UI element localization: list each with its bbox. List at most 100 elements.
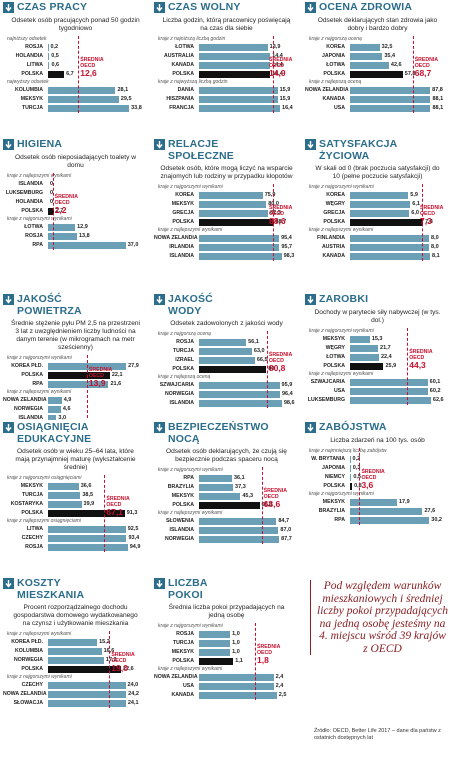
bar <box>350 86 431 94</box>
group-label: kraje z najgorszymi wynikami <box>158 623 223 629</box>
category-label: TURCJA <box>172 640 194 646</box>
value-label: 88,7 <box>275 219 287 225</box>
value-label: 2,5 <box>278 692 287 698</box>
bar-row: MEKSYK 45,3 <box>154 492 299 501</box>
oecd-value: 12,6 <box>80 67 97 78</box>
bar-row: NORWEGIA 96,4 <box>154 390 299 399</box>
oecd-average-line <box>359 447 361 525</box>
title-line: WODY <box>168 304 202 317</box>
bar-row: ROSJA 56,1 <box>154 338 299 347</box>
value-label: 82,3 <box>270 210 281 216</box>
bar-chart: kraje z najgorszą oceną ROSJA 56,1 TURCJA 63… <box>154 331 299 408</box>
bar <box>199 391 280 398</box>
bar <box>350 201 411 208</box>
value-label: 13,8 <box>78 232 90 239</box>
bar-row: TURCJA 33,8 <box>3 104 148 113</box>
value-label: 80 <box>268 366 275 372</box>
oecd-average-label: ŚREDNIA OECD 1,8 <box>257 644 287 665</box>
bar <box>48 501 82 508</box>
category-label: LUKSEMBURG <box>307 396 345 403</box>
category-label: POLSKA <box>21 510 43 516</box>
value-label: 36,1 <box>233 475 245 481</box>
bar <box>199 683 274 690</box>
title-line: SATYSFAKCJA <box>319 138 398 150</box>
bar-row: KANADA 14,4 <box>154 61 299 70</box>
bar-row: IZRAEL 66,5 <box>154 356 299 365</box>
bar <box>48 544 128 551</box>
title-line: CZAS PRACY <box>17 1 88 13</box>
value-label: 15,9 <box>279 95 291 102</box>
category-label: KANADA <box>322 253 345 259</box>
bar-row: KANADA 2,5 <box>154 691 299 700</box>
category-label: POLSKA <box>172 219 194 225</box>
category-label: ISLANDIA <box>18 415 44 420</box>
group-label: kraje z najlepszymi wynikami <box>7 172 72 179</box>
category-label: MEKSYK <box>171 493 194 499</box>
bar <box>48 52 50 60</box>
oecd-label: ŚREDNIA OECD <box>106 496 130 508</box>
oecd-label: ŚREDNIA OECD <box>269 56 293 69</box>
value-label: 1,0 <box>232 631 240 637</box>
bar-row: HOLANDIA 0,5 <box>3 52 148 61</box>
bar <box>199 649 231 656</box>
bar <box>199 484 234 491</box>
bar <box>199 219 274 226</box>
bar-row: NOWA ZELANDIA 24,2 <box>3 690 148 699</box>
chart-subtitle: Średnie stężenie pyłu PM 2,5 na przestrz… <box>10 320 140 351</box>
category-label: POLSKA <box>172 70 194 77</box>
oecd-label: ŚREDNIA OECD <box>88 367 113 379</box>
bar <box>48 397 62 404</box>
chart-title: RELACJE SPOŁECZNE <box>168 138 234 162</box>
group-label: kraje z najlepszymi wynikami <box>158 666 223 672</box>
bar <box>48 700 126 707</box>
category-label: JAPONIA <box>321 52 345 59</box>
arrow-icon <box>3 139 14 150</box>
oecd-value: 44,3 <box>409 359 426 370</box>
value-label: 17,9 <box>398 498 410 505</box>
bar-row: POLSKA 25,9 <box>305 362 450 371</box>
bar <box>199 640 231 647</box>
chart-subtitle: Procent rozporządzalnego dochodu gospoda… <box>13 604 138 627</box>
chart-panel: CZAS PRACY Odsetek osób pracujących ponad… <box>0 0 151 137</box>
bar <box>48 223 76 231</box>
bar-row: KOSTARYKA 39,9 <box>3 500 148 509</box>
chart-title: HIGIENA <box>17 138 62 151</box>
bar-row: SŁOWENIA 84,7 <box>154 517 299 526</box>
bar <box>48 207 54 215</box>
bar <box>48 483 79 490</box>
value-label: 1,0 <box>232 649 240 655</box>
category-label: AUSTRALIA <box>164 52 194 59</box>
oecd-average-label: ŚREDNIA OECD 44,3 <box>409 349 439 370</box>
oecd-value: 13,9 <box>88 378 106 388</box>
category-label: IRLANDIA <box>169 244 194 250</box>
value-label: 27,6 <box>424 507 436 514</box>
category-label: LUKSEMBURG <box>5 189 43 196</box>
bar <box>350 70 403 78</box>
category-label: SŁOWENIA <box>166 518 194 524</box>
group-label: kraje z najlepszą oceną <box>309 78 362 85</box>
category-label: POLSKA <box>172 366 194 372</box>
oecd-average-line <box>78 35 80 113</box>
value-label: 56,1 <box>248 339 259 345</box>
value-label: 22,1 <box>111 372 123 378</box>
chart-panel: LICZBA POKOI Średnia liczba pokoi przypada… <box>151 576 302 760</box>
bar-row: NOWA ZELANDIA 2,4 <box>154 673 299 682</box>
oecd-average-line <box>261 467 263 544</box>
chart-subtitle: Dochody w parytecie siły nabywczej (w ty… <box>314 308 441 324</box>
value-label: 95,7 <box>281 244 293 250</box>
value-label: 87,7 <box>281 536 292 542</box>
oecd-average-label: ŚREDNIA OECD 7,3 <box>420 205 450 226</box>
bar-row: JAPONIA 0,3 <box>305 464 450 473</box>
chart-subtitle: Odsetek osób, które mogą liczyć na wspar… <box>160 165 293 180</box>
oecd-average-line <box>407 327 409 405</box>
oecd-average-line <box>412 35 414 113</box>
bar <box>48 526 126 533</box>
category-label: POLSKA <box>21 666 43 672</box>
pull-quote: Pod względem warunków mieszkaniowych i ś… <box>310 580 448 655</box>
group-label: kraje z najgorszą oceną <box>158 331 211 337</box>
category-label: W. BRYTANIA <box>311 455 345 462</box>
bar <box>48 381 109 388</box>
value-label: 98,3 <box>283 253 295 259</box>
bar-row: MEKSYK 17,9 <box>305 498 450 507</box>
oecd-label: ŚREDNIA OECD <box>361 468 385 481</box>
